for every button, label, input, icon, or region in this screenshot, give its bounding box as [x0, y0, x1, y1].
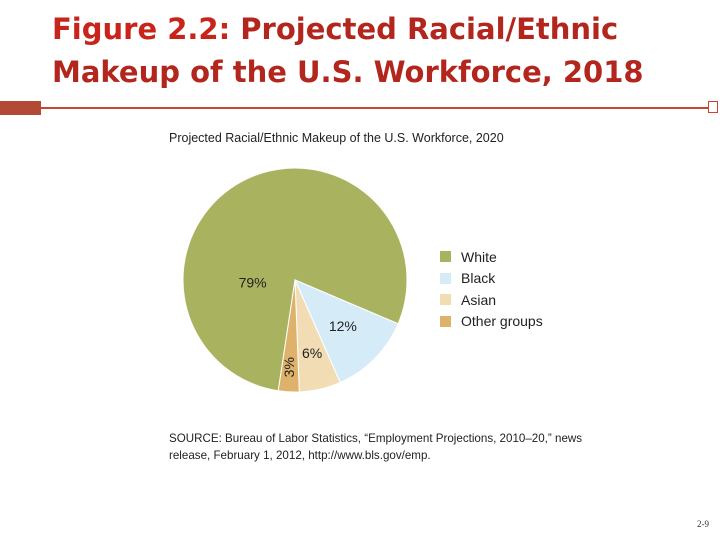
pie-slice-white — [182, 167, 408, 392]
source-note: SOURCE: Bureau of Labor Statistics, “Emp… — [169, 432, 583, 462]
chart-title: Projected Racial/Ethnic Makeup of the U.… — [169, 131, 504, 145]
page-number: 2-9 — [697, 519, 709, 529]
legend-label-asian: Asian — [461, 291, 497, 308]
title-rule-end-square — [708, 101, 718, 113]
legend-item-white: White — [440, 246, 543, 268]
legend-swatch-black — [440, 272, 451, 284]
title-accent-bar — [0, 101, 41, 115]
legend-item-asian: Asian — [440, 289, 543, 311]
title-rule-line — [41, 107, 708, 109]
pie-label-black: 12% — [329, 318, 357, 334]
legend-item-other: Other groups — [440, 311, 543, 333]
pie-slice-other-groups — [277, 279, 300, 393]
legend-swatch-asian — [440, 294, 451, 306]
slide-title: Figure 2.2: Projected Racial/Ethnic Make… — [52, 8, 692, 94]
legend-swatch-other — [440, 315, 451, 327]
pie-label-other-groups: 3% — [281, 357, 297, 377]
pie-slice-black — [294, 279, 399, 384]
legend-item-black: Black — [440, 268, 543, 290]
pie-label-white: 79% — [239, 274, 267, 290]
slide-title-text: Projected Racial/Ethnic Makeup of the U.… — [52, 12, 644, 89]
pie-label-asian: 6% — [302, 345, 322, 361]
chart-legend: White Black Asian Other groups — [440, 246, 543, 332]
legend-label-white: White — [461, 248, 497, 265]
legend-swatch-white — [440, 251, 451, 263]
legend-label-other: Other groups — [461, 313, 543, 330]
slide-title-prefix: Figure 2.2: — [52, 12, 231, 46]
legend-label-black: Black — [461, 270, 496, 287]
